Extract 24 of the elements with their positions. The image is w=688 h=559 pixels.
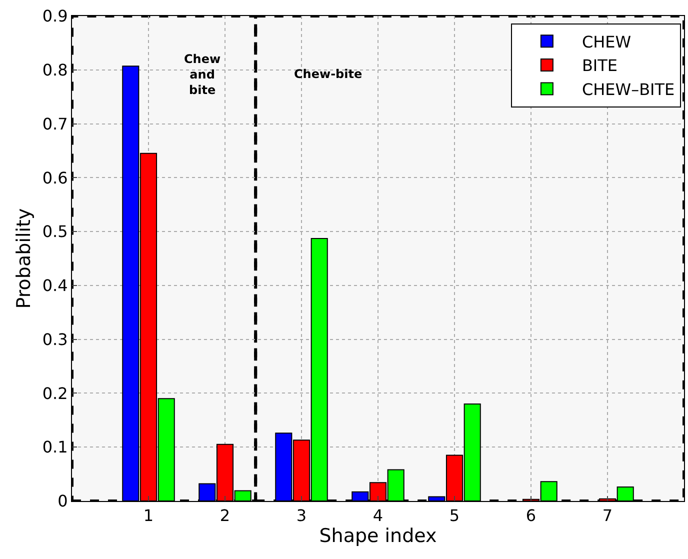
x-tick-label: 2	[220, 506, 230, 526]
y-tick-label: 0.4	[42, 276, 68, 296]
band-label: Chew-bite	[294, 67, 362, 81]
x-tick-label: 4	[372, 506, 384, 526]
y-tick-label: 0.7	[42, 114, 68, 134]
x-tick-label: 5	[449, 506, 460, 526]
x-axis-title: Shape index	[319, 525, 437, 548]
x-tick-label: 7	[602, 506, 613, 526]
y-tick-label: 0.9	[42, 6, 68, 26]
y-tick-label: 0.3	[42, 330, 68, 349]
y-axis-title: Probability	[13, 208, 36, 309]
legend-label: CHEW–BITE	[582, 80, 675, 100]
y-tick-label: 0.8	[42, 60, 68, 80]
legend-label: BITE	[582, 56, 618, 76]
x-tick-label: 6	[526, 506, 536, 526]
band-label: Chew and bite	[184, 52, 221, 98]
y-tick-label: 0.2	[42, 384, 68, 403]
y-tick-label: 0.6	[42, 168, 68, 188]
x-tick-label: 3	[296, 506, 307, 526]
y-tick-label: 0.5	[42, 222, 68, 242]
y-tick-label: 0	[58, 492, 68, 511]
legend-label: CHEW	[582, 32, 632, 52]
x-tick-label: 1	[143, 506, 154, 526]
y-tick-label: 0.1	[42, 438, 68, 457]
